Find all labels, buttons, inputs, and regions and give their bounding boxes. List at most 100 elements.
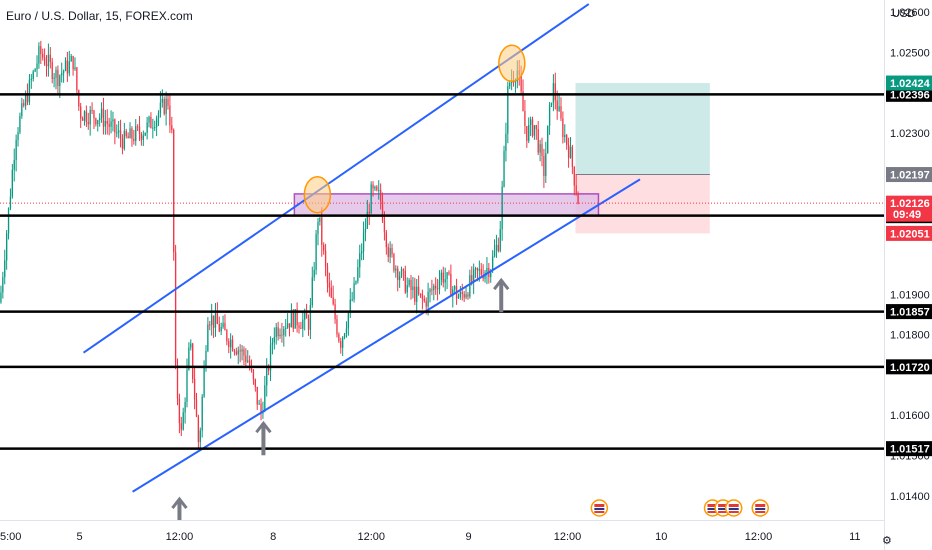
candle-body [406,285,408,293]
candle-body [305,312,308,319]
x-tick-label: 5 [76,531,82,543]
candle-body [243,349,245,356]
candle-body [562,118,564,138]
us-flag-event-icon [590,499,609,517]
candle-body [195,399,198,417]
x-tick-label: 8 [270,531,276,543]
candle-body [398,276,401,280]
candle-body [438,280,441,290]
svg-text:1.01517: 1.01517 [890,444,930,456]
candle-body [385,232,387,248]
candle-body [319,217,321,222]
candle-body [440,272,443,281]
candle-body [529,119,532,126]
candle-body [461,291,463,294]
candle-body [326,266,329,283]
candle-body [298,325,300,328]
candle-body [95,118,97,125]
candle-body [433,285,435,291]
candle-body [427,292,429,307]
candle-body [51,61,53,79]
candle-body [38,46,40,64]
candle-body [357,267,359,282]
settings-icon[interactable]: ⚙ [882,535,892,547]
candle-body [114,119,116,133]
x-tick-label: 10 [655,531,667,543]
candle-body [218,323,220,332]
candle-body [520,74,522,92]
candle-body [237,350,239,355]
candle-body [135,126,137,141]
candle-body [355,281,357,284]
candle-body [24,94,27,106]
candle-body [150,116,152,129]
candle-body [317,221,319,235]
candle-body [68,61,70,74]
candle-body [123,130,126,149]
candle-body [203,366,205,397]
candle-body [2,277,4,293]
candle-body [493,250,496,257]
candle-body [104,120,107,127]
candle-body [548,105,551,126]
candle-body [85,111,88,122]
candle-body [336,319,338,335]
candle-body [271,342,274,345]
price-badge: 1.02051 [886,225,932,241]
candle-body [509,82,511,87]
candle-body [267,367,270,371]
candle-body [389,247,391,257]
candle-body [248,360,251,368]
candle-body [545,153,547,176]
candle-body [167,98,169,106]
candle-body [448,272,450,275]
candle-body [163,98,165,114]
candle-body [465,294,467,298]
candle-body [402,269,405,271]
candle-body [300,327,302,329]
candle-body [188,347,190,370]
candle-body [49,54,51,62]
plot-area [0,3,884,520]
svg-text:1.02424: 1.02424 [890,78,931,90]
candle-body [362,232,365,252]
candle-body [133,138,135,141]
candle-body [102,108,105,127]
candle-body [490,270,492,278]
candle-body [28,79,31,103]
candle-body [431,289,433,291]
candle-body [478,269,481,271]
candle-body [91,109,93,111]
candle-body [543,156,545,176]
candle-body [174,252,177,366]
candle-body [161,98,163,103]
candle-body [116,132,118,134]
candle-body [419,293,422,295]
candle-body [381,201,384,222]
candle-body [154,127,156,129]
candle-body [7,208,10,234]
candle-body [294,309,296,329]
chart-title: Euro / U.S. Dollar, 15, FOREX.com [6,9,193,23]
candle-body [379,189,382,202]
candle-body [393,254,395,271]
candle-body [436,288,439,290]
candle-body [454,286,456,290]
candle-body [157,112,160,119]
candle-body [281,334,283,336]
candle-body [0,292,2,303]
candle-body [152,127,154,129]
candle-body [258,403,260,405]
candle-body [173,130,175,253]
up-arrow-icon [493,277,510,313]
candle-body [497,244,500,251]
candle-body [275,327,277,337]
candle-body [9,196,12,209]
take-profit-zone [575,83,710,175]
candle-body [30,78,32,80]
up-arrow-icon [255,420,272,456]
us-flag-event-icon [751,499,769,517]
candle-body [269,344,272,371]
candle-body [138,126,141,135]
